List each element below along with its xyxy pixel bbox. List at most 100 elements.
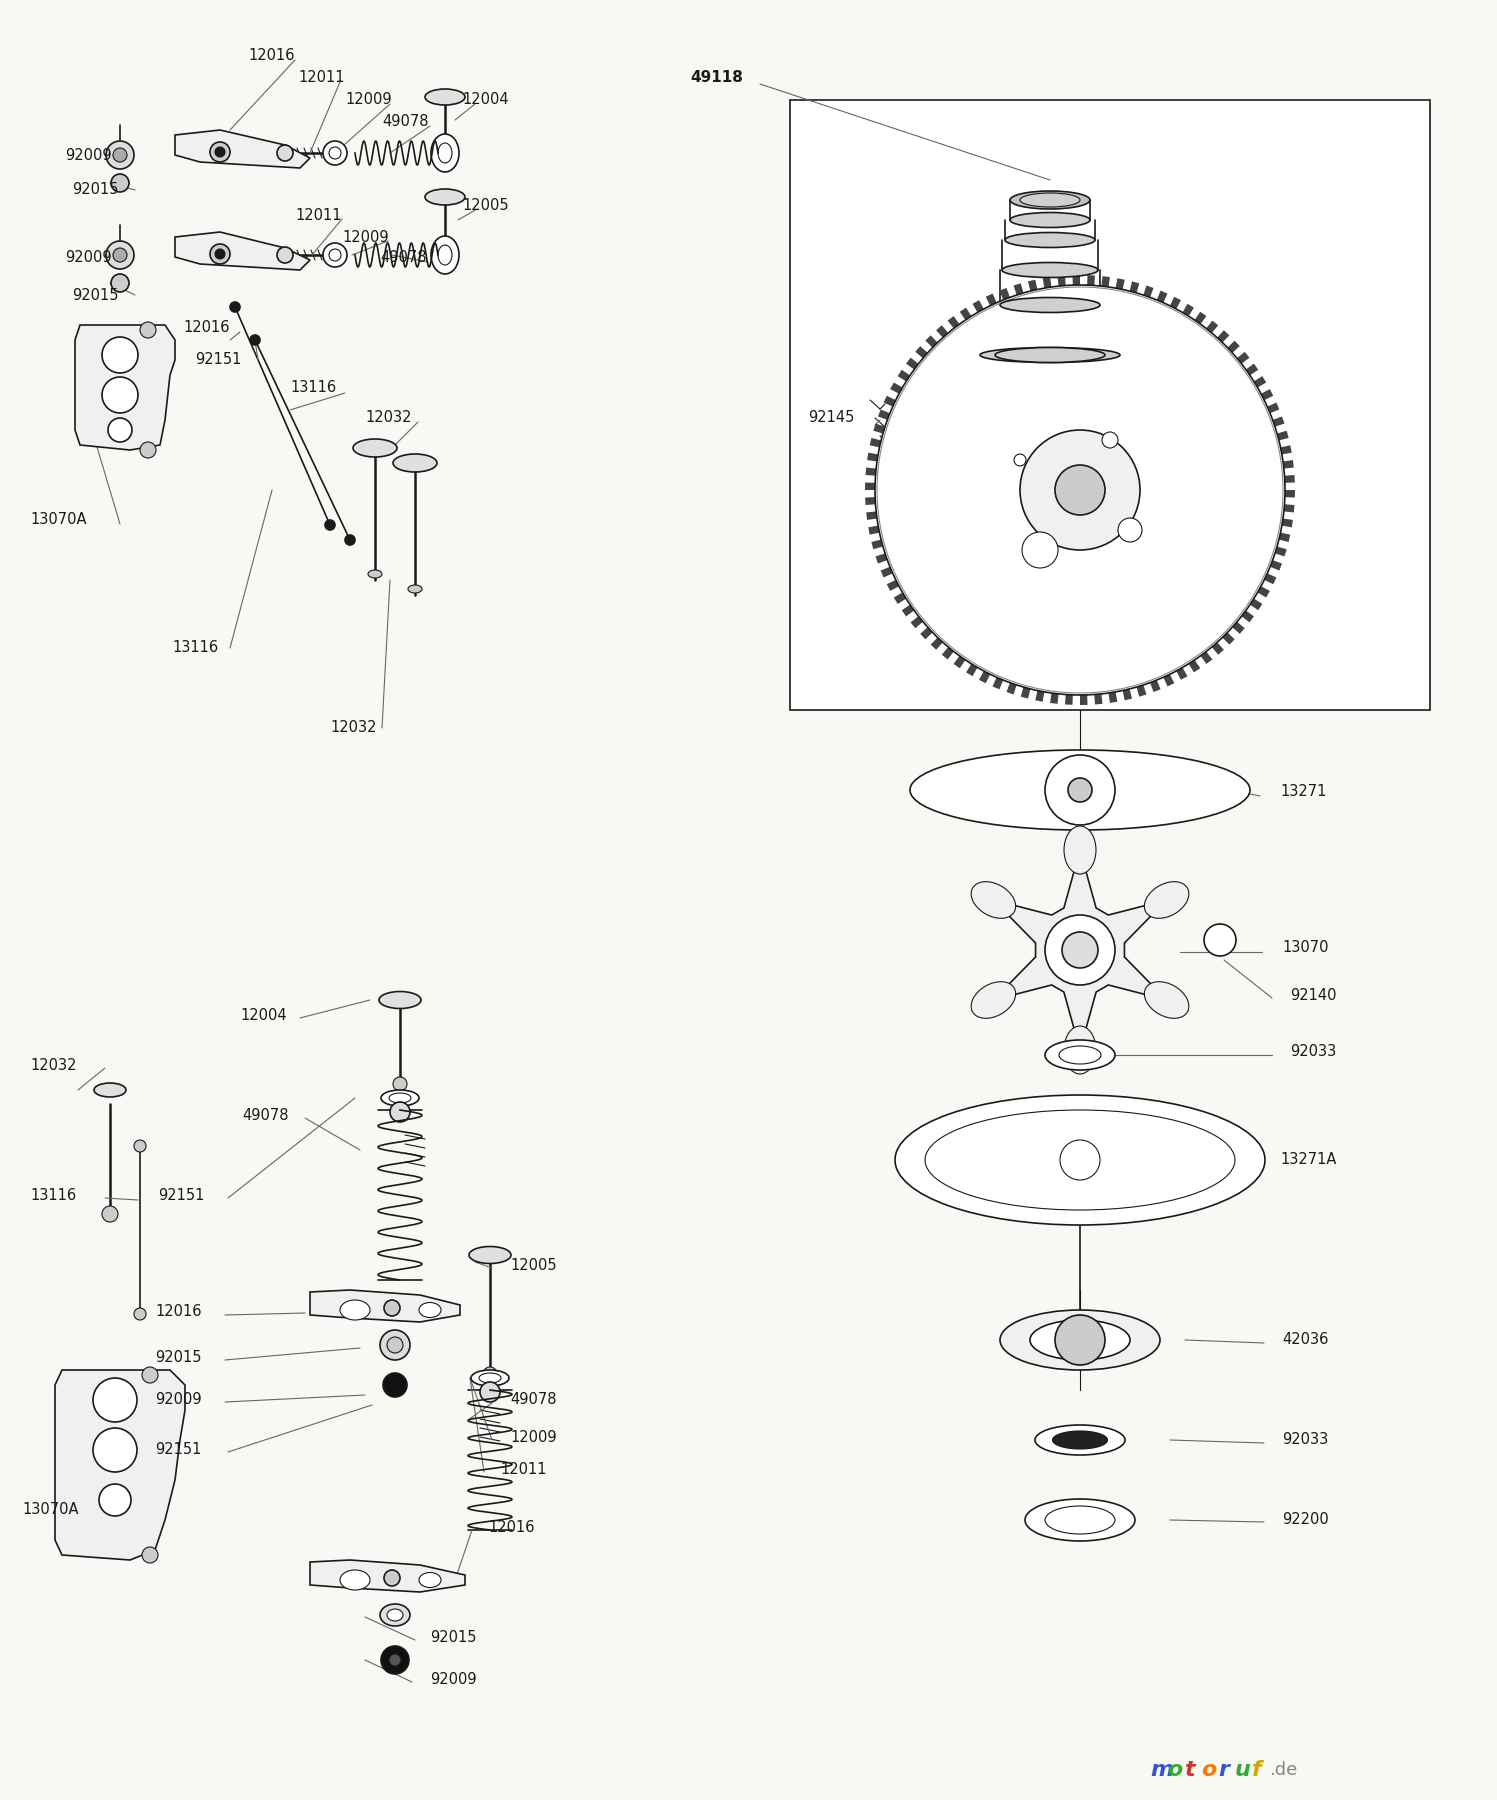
Ellipse shape: [472, 1370, 509, 1386]
Ellipse shape: [910, 751, 1250, 830]
Polygon shape: [891, 383, 903, 394]
Polygon shape: [985, 293, 997, 306]
Ellipse shape: [1000, 297, 1100, 313]
Circle shape: [106, 241, 135, 268]
Polygon shape: [1228, 340, 1240, 353]
Text: 12016: 12016: [183, 320, 229, 335]
Text: 12011: 12011: [500, 1462, 546, 1478]
Polygon shape: [1043, 277, 1051, 288]
Text: 92015: 92015: [430, 1631, 476, 1645]
Text: 12032: 12032: [30, 1058, 76, 1073]
Polygon shape: [1269, 560, 1281, 571]
Circle shape: [99, 1483, 132, 1516]
Polygon shape: [1260, 389, 1274, 400]
Polygon shape: [1102, 275, 1109, 286]
Ellipse shape: [1064, 1026, 1096, 1075]
Polygon shape: [898, 369, 910, 382]
Polygon shape: [880, 567, 892, 578]
Polygon shape: [1036, 691, 1045, 702]
Ellipse shape: [340, 1570, 370, 1589]
Polygon shape: [915, 346, 928, 358]
Circle shape: [329, 148, 341, 158]
Circle shape: [383, 1373, 407, 1397]
Polygon shape: [954, 655, 966, 668]
Ellipse shape: [925, 1111, 1235, 1210]
Bar: [1052, 1132, 1108, 1188]
Circle shape: [1022, 533, 1058, 569]
Text: 13271: 13271: [1280, 785, 1326, 799]
Ellipse shape: [419, 1303, 442, 1318]
Polygon shape: [877, 409, 889, 419]
Polygon shape: [1064, 695, 1073, 706]
Ellipse shape: [1045, 1507, 1115, 1534]
Circle shape: [1045, 914, 1115, 985]
Text: 92015: 92015: [72, 182, 118, 198]
Polygon shape: [894, 592, 906, 605]
Polygon shape: [1072, 275, 1079, 284]
Ellipse shape: [1019, 193, 1079, 207]
Polygon shape: [1150, 680, 1160, 691]
Polygon shape: [1115, 279, 1124, 290]
Circle shape: [876, 284, 1284, 695]
Polygon shape: [942, 646, 954, 659]
Polygon shape: [75, 326, 175, 450]
Text: 12011: 12011: [295, 207, 341, 223]
Text: 12032: 12032: [365, 410, 412, 425]
Ellipse shape: [425, 189, 466, 205]
Polygon shape: [1237, 351, 1250, 364]
Ellipse shape: [479, 1373, 501, 1382]
Circle shape: [1118, 518, 1142, 542]
Bar: [790, 101, 1430, 709]
Polygon shape: [960, 308, 972, 320]
Ellipse shape: [353, 439, 397, 457]
Polygon shape: [1123, 689, 1132, 700]
Polygon shape: [1169, 297, 1181, 310]
Polygon shape: [1268, 403, 1280, 414]
Circle shape: [380, 1330, 410, 1361]
Text: 12005: 12005: [463, 198, 509, 212]
Text: 13070A: 13070A: [22, 1503, 78, 1517]
Text: o: o: [1168, 1760, 1183, 1780]
Polygon shape: [1109, 691, 1117, 704]
Polygon shape: [1144, 286, 1154, 297]
Polygon shape: [1211, 643, 1225, 655]
Ellipse shape: [1025, 1499, 1135, 1541]
Text: f: f: [1251, 1760, 1262, 1780]
Circle shape: [111, 274, 129, 292]
Polygon shape: [1246, 364, 1259, 376]
Ellipse shape: [94, 1084, 126, 1096]
Polygon shape: [1177, 668, 1187, 680]
Polygon shape: [55, 1370, 186, 1561]
Polygon shape: [1195, 311, 1207, 324]
Circle shape: [250, 335, 260, 346]
Polygon shape: [1277, 430, 1289, 441]
Polygon shape: [994, 850, 1166, 1049]
Polygon shape: [1079, 695, 1087, 706]
Circle shape: [1013, 454, 1025, 466]
Polygon shape: [1272, 416, 1284, 427]
Polygon shape: [1257, 587, 1269, 598]
Ellipse shape: [409, 585, 422, 592]
Circle shape: [1045, 754, 1115, 824]
Ellipse shape: [469, 1246, 510, 1264]
Ellipse shape: [1001, 263, 1097, 277]
Ellipse shape: [388, 1609, 403, 1622]
Polygon shape: [870, 437, 882, 448]
Polygon shape: [1281, 518, 1293, 527]
Circle shape: [1060, 1139, 1100, 1181]
Ellipse shape: [439, 142, 452, 164]
Text: t: t: [1184, 1760, 1195, 1780]
Circle shape: [216, 148, 225, 157]
Circle shape: [323, 140, 347, 166]
Polygon shape: [310, 1561, 466, 1591]
Circle shape: [93, 1379, 138, 1422]
Circle shape: [141, 322, 156, 338]
Text: o: o: [1201, 1760, 1216, 1780]
Polygon shape: [1130, 281, 1139, 293]
Polygon shape: [886, 580, 900, 590]
Text: 12016: 12016: [156, 1305, 202, 1319]
Text: 13116: 13116: [172, 641, 219, 655]
Polygon shape: [865, 468, 876, 475]
Polygon shape: [921, 626, 933, 639]
Circle shape: [216, 248, 225, 259]
